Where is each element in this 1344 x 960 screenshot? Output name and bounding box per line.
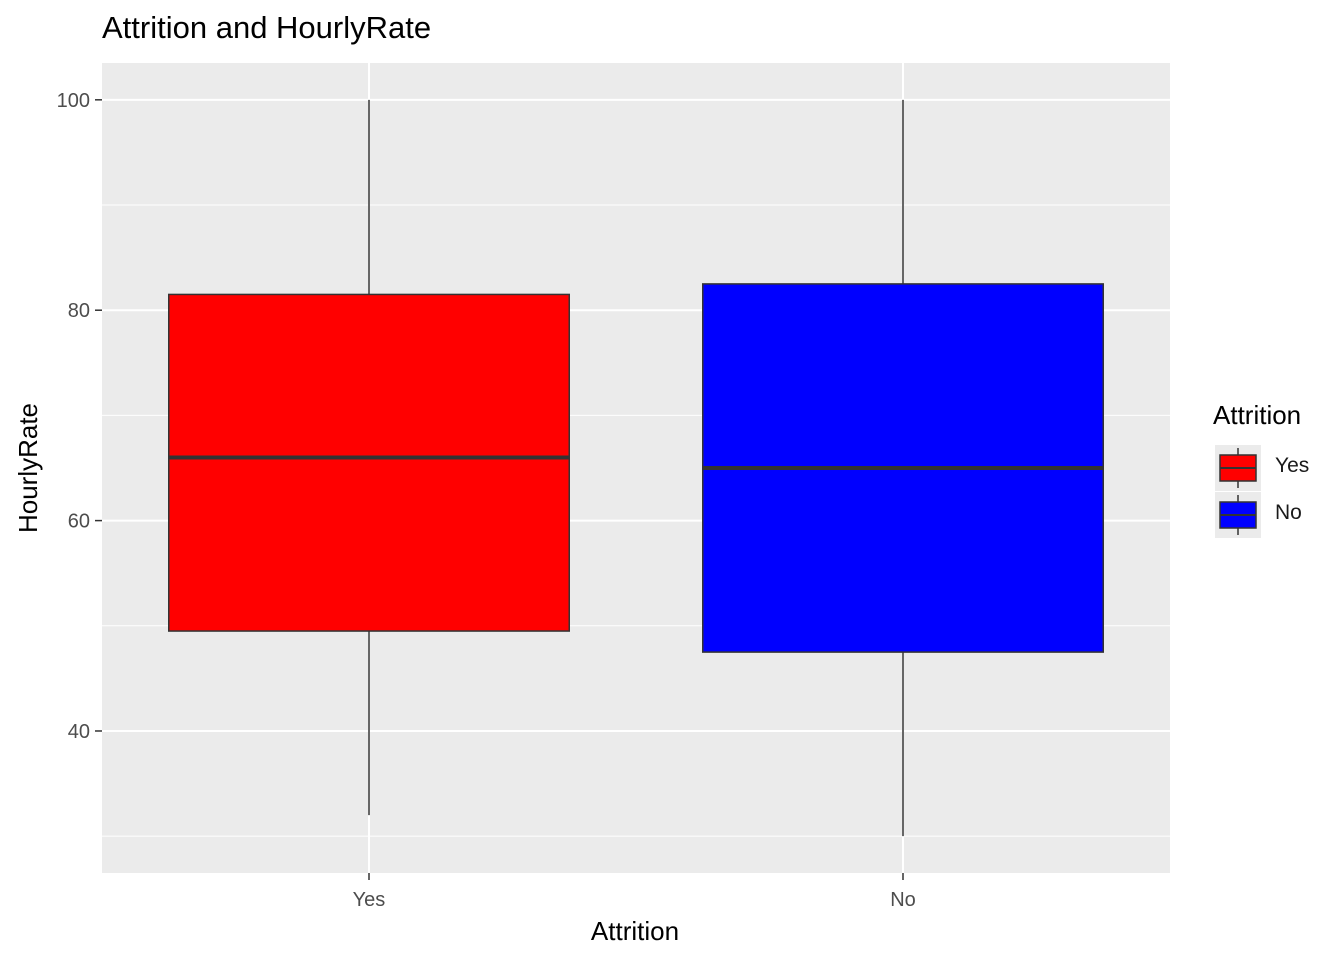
legend-item-no: No bbox=[1213, 492, 1338, 538]
y-tick-label-60: 60 bbox=[68, 511, 90, 533]
y-axis-label: HourlyRate bbox=[13, 403, 43, 533]
legend-label-no: No bbox=[1275, 501, 1302, 524]
legend-key-no bbox=[1215, 492, 1261, 538]
x-axis: Yes No bbox=[353, 873, 916, 911]
legend-title: Attrition bbox=[1213, 400, 1302, 430]
legend-key-yes bbox=[1215, 445, 1261, 491]
y-tick-label-100: 100 bbox=[57, 90, 90, 112]
legend-label-yes: Yes bbox=[1275, 454, 1310, 477]
legend-item-yes: Yes bbox=[1213, 445, 1338, 491]
y-tick-label-40: 40 bbox=[68, 721, 90, 743]
y-axis: 40 60 80 100 bbox=[57, 90, 102, 743]
x-tick-label-yes: Yes bbox=[353, 889, 386, 911]
chart-title: Attrition and HourlyRate bbox=[102, 10, 432, 45]
boxes bbox=[168, 99, 1104, 837]
box-yes bbox=[168, 99, 570, 816]
box-body-yes bbox=[168, 293, 570, 632]
x-tick-label-no: No bbox=[890, 889, 916, 911]
x-axis-label: Attrition bbox=[591, 916, 679, 946]
box-no bbox=[702, 99, 1104, 837]
y-tick-label-80: 80 bbox=[68, 300, 90, 322]
legend: Attrition Yes No bbox=[1213, 400, 1338, 538]
